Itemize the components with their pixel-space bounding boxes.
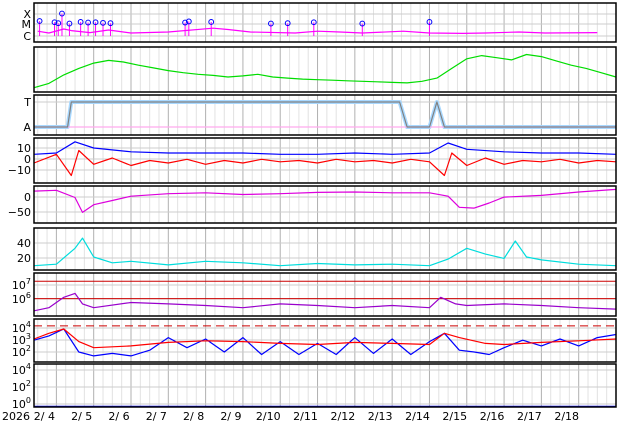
flare-marker-1 (51, 19, 58, 26)
panel-2-frame (33, 94, 617, 136)
flare-marker-11 (185, 18, 192, 25)
panel-8-frame (33, 363, 617, 408)
panel-4-ytick-1: −50 (8, 206, 31, 219)
panel-4-ytick-0: 0 (24, 191, 31, 204)
flare-marker-14 (284, 20, 291, 27)
panel-8-ytick-0: 104 (12, 362, 31, 377)
panel-7-series-1 (33, 328, 617, 349)
date-label-13: 2/17 (517, 410, 542, 423)
date-label-14: 2/18 (554, 410, 579, 423)
date-label-10: 2/14 (405, 410, 430, 423)
flare-marker-4 (66, 20, 73, 27)
panel-1-series-0 (33, 53, 617, 89)
panel-6-frame (33, 272, 617, 317)
panel-3-ytick-1: 0 (24, 153, 31, 166)
date-label-9: 2/13 (368, 410, 393, 423)
flare-marker-8 (100, 19, 106, 26)
panel-3-ytick-0: 10 (17, 142, 31, 155)
panel-2-ytick-0: T (23, 96, 31, 109)
panel-4-frame (33, 185, 617, 224)
panel-3-frame (33, 137, 617, 184)
panel-0-frame (33, 2, 617, 43)
panel-2-series-2 (34, 101, 616, 128)
panel-8-ytick-2: 100 (12, 396, 31, 411)
flare-marker-12 (208, 19, 215, 25)
panel-7-ytick-2: 102 (12, 344, 31, 359)
date-label-0: 2/ 4 (34, 410, 55, 423)
panel-7-frame (33, 318, 617, 363)
flare-marker-13 (268, 20, 274, 27)
panel-1-frame (33, 46, 617, 93)
date-label-7: 2/11 (293, 410, 318, 423)
date-label-4: 2/ 8 (183, 410, 204, 423)
date-label-12: 2/16 (480, 410, 505, 423)
flare-marker-16 (359, 20, 366, 27)
flare-marker-6 (85, 19, 91, 26)
flare-marker-2 (55, 20, 62, 27)
date-label-3: 2/ 7 (146, 410, 167, 423)
panel-4-series-0 (33, 188, 617, 213)
panel-6-series-0 (33, 292, 617, 312)
panel-2-ytick-1: A (23, 121, 31, 134)
date-label-2: 2/ 6 (108, 410, 129, 423)
panel-5-frame (33, 227, 617, 271)
panel-0-ytick-1: M (22, 18, 32, 31)
flare-marker-0 (36, 18, 43, 24)
panel-3-series-0 (33, 141, 617, 155)
year-label: 2026 (2, 410, 30, 423)
panel-6-ytick-0: 107 (12, 277, 31, 292)
panel-0-ytick-2: C (23, 30, 31, 43)
flare-marker-10 (182, 19, 188, 26)
panel-3-series-1 (33, 149, 617, 177)
flare-marker-9 (107, 20, 114, 27)
flare-marker-3 (59, 10, 65, 17)
date-label-11: 2/15 (442, 410, 467, 423)
flare-marker-5 (77, 19, 84, 25)
panel-8-ytick-1: 102 (12, 379, 31, 394)
panel-5-ytick-1: 20 (17, 252, 31, 265)
flare-marker-7 (92, 19, 99, 26)
flare-marker-17 (426, 19, 433, 25)
date-label-1: 2/ 5 (71, 410, 92, 423)
flare-marker-15 (310, 19, 317, 26)
panel-6-ytick-1: 106 (12, 291, 31, 306)
date-label-5: 2/ 9 (220, 410, 241, 423)
date-label-8: 2/12 (330, 410, 355, 423)
panel-5-ytick-0: 40 (17, 237, 31, 250)
panel-3-ytick-2: −10 (8, 164, 31, 177)
panel-0-ytick-0: X (23, 8, 31, 21)
date-label-6: 2/10 (256, 410, 281, 423)
panel-5-series-0 (33, 237, 617, 267)
